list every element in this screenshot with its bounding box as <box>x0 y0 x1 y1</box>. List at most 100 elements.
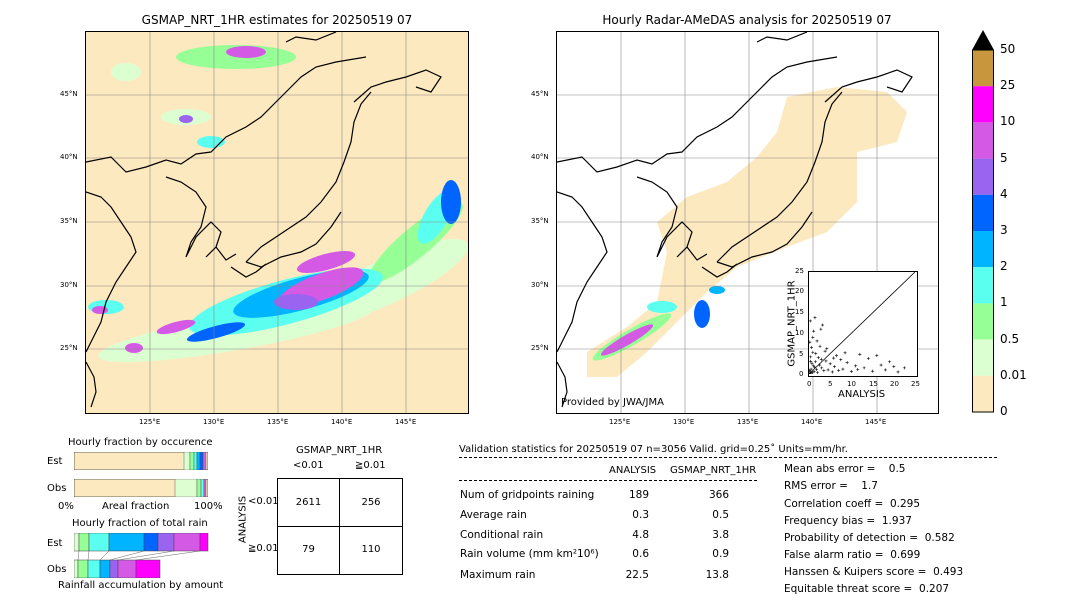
colorbar-segment <box>972 339 994 376</box>
lon-label-135: 135°E <box>267 418 289 426</box>
scatter-point <box>825 347 829 351</box>
y-tick-25: 25 <box>795 267 804 275</box>
score-ets: Equitable threat score = 0.207 <box>784 583 950 595</box>
stat-analysis-4: 22.5 <box>625 569 649 581</box>
lat-label-30-right: 30°N <box>531 281 549 289</box>
x-tick-0: 0 <box>807 380 812 388</box>
scatter-point <box>821 323 825 327</box>
score-pod: Probability of detection = 0.582 <box>784 532 955 544</box>
scatter-point <box>818 344 822 348</box>
score-bias: Frequency bias = 1.937 <box>784 515 912 527</box>
scatter-point <box>866 356 870 360</box>
scatter-point <box>888 360 892 364</box>
colorbar-segment <box>972 50 994 87</box>
total-rain-footer: Rainfall accumulation by amount <box>58 580 224 591</box>
scatter-point <box>813 360 817 364</box>
cell-lt-lt: 2611 <box>295 497 322 508</box>
cell-lt-ge: 256 <box>361 497 381 508</box>
scatter-one-to-one-line <box>809 272 915 374</box>
lon-label-140-right: 140°E <box>801 418 823 426</box>
occurence-obs-bar <box>74 479 208 497</box>
stat-label-0: Num of gridpoints raining <box>460 489 595 501</box>
scatter-point <box>814 352 818 356</box>
colorbar-segment <box>972 194 994 231</box>
x-tick-20: 20 <box>890 380 899 388</box>
scatter-point <box>849 370 853 374</box>
scatter-point <box>812 370 816 374</box>
total-obs-label: Obs <box>47 564 67 575</box>
validation-divider <box>459 457 997 458</box>
x-tick-25: 25 <box>911 380 920 388</box>
score-far: False alarm ratio = 0.699 <box>784 549 921 561</box>
stat-analysis-3: 0.6 <box>632 548 649 560</box>
occurence-title: Hourly fraction by occurence <box>68 437 213 448</box>
scatter-point <box>815 368 819 372</box>
left-map-title: GSMAP_NRT_1HR estimates for 20250519 07 <box>141 13 413 27</box>
stat-label-2: Conditional rain <box>460 529 544 541</box>
score-corr: Correlation coeff = 0.295 <box>784 498 920 510</box>
scatter-point <box>809 319 812 323</box>
y-tick-20: 20 <box>795 287 804 295</box>
scatter-point <box>809 367 813 371</box>
col-gsmap-header: GSMAP_NRT_1HR <box>670 465 757 476</box>
colorbar-label: 10 <box>1000 114 1016 129</box>
scatter-point <box>839 358 843 362</box>
scatter-point <box>811 335 815 339</box>
lat-label-30: 30°N <box>60 281 78 289</box>
scatter-point <box>843 351 847 355</box>
scatter-point <box>818 363 822 367</box>
scatter-point <box>813 316 817 320</box>
occurence-axis-left: 0% <box>58 501 74 512</box>
lat-label-40-right: 40°N <box>531 153 549 161</box>
scatter-point <box>823 349 827 353</box>
lon-label-135-right: 135°E <box>737 418 759 426</box>
scatter-point <box>841 367 845 371</box>
right-map-title: Hourly Radar-AMeDAS analysis for 2025051… <box>602 13 892 27</box>
contingency-side-label: ANALYSIS <box>237 495 249 544</box>
stat-analysis-2: 4.8 <box>632 529 649 541</box>
x-tick-5: 5 <box>828 380 833 388</box>
stat-label-4: Maximum rain <box>460 569 536 581</box>
occurence-est-bar <box>74 452 208 470</box>
left-precip-map <box>85 31 469 414</box>
cell-ge-lt: 79 <box>302 544 315 555</box>
colorbar-extend-arrow <box>972 30 994 50</box>
scatter-point <box>809 368 811 372</box>
scatter-point <box>845 361 849 365</box>
lat-label-25-right: 25°N <box>531 344 549 352</box>
stat-gsmap-0: 366 <box>708 489 729 501</box>
lat-label-45-right: 45°N <box>531 90 549 98</box>
scatter-point <box>816 356 820 360</box>
colorbar-label: 1 <box>1000 295 1008 310</box>
scatter-point <box>813 365 817 369</box>
scatter-point <box>830 370 834 374</box>
lat-label-35: 35°N <box>60 217 78 225</box>
total-rain-title: Hourly fraction of total rain <box>72 518 208 529</box>
total-est-label: Est <box>47 538 63 549</box>
colorbar-segment <box>972 122 994 159</box>
scatter-point <box>835 354 839 358</box>
scatter-point <box>879 363 883 367</box>
stat-gsmap-4: 13.8 <box>705 569 729 581</box>
scatter-point <box>809 371 813 374</box>
colorbar-segment <box>972 303 994 340</box>
scatter-point <box>819 327 823 331</box>
x-tick-15: 15 <box>869 380 878 388</box>
scatter-point <box>875 354 879 358</box>
stat-gsmap-3: 0.9 <box>712 548 729 560</box>
lon-label-140: 140°E <box>331 418 353 426</box>
scatter-y-label: GSMAP_NRT_1HR <box>786 280 798 367</box>
contingency-col-ge: ≧0.01 <box>355 460 386 471</box>
scatter-point <box>832 365 836 369</box>
scatter-point <box>815 370 819 374</box>
stat-gsmap-2: 3.8 <box>712 529 729 541</box>
lon-label-145-right: 145°E <box>865 418 887 426</box>
lat-label-40: 40°N <box>60 153 78 161</box>
inset-scatter-plot <box>808 271 918 377</box>
total-rain-bars <box>74 533 210 578</box>
colorbar-label: 0.5 <box>1000 331 1020 346</box>
lon-label-125-right: 125°E <box>609 418 631 426</box>
scatter-point <box>826 368 830 372</box>
scatter-point <box>837 368 841 372</box>
occurence-obs-label: Obs <box>47 483 67 494</box>
